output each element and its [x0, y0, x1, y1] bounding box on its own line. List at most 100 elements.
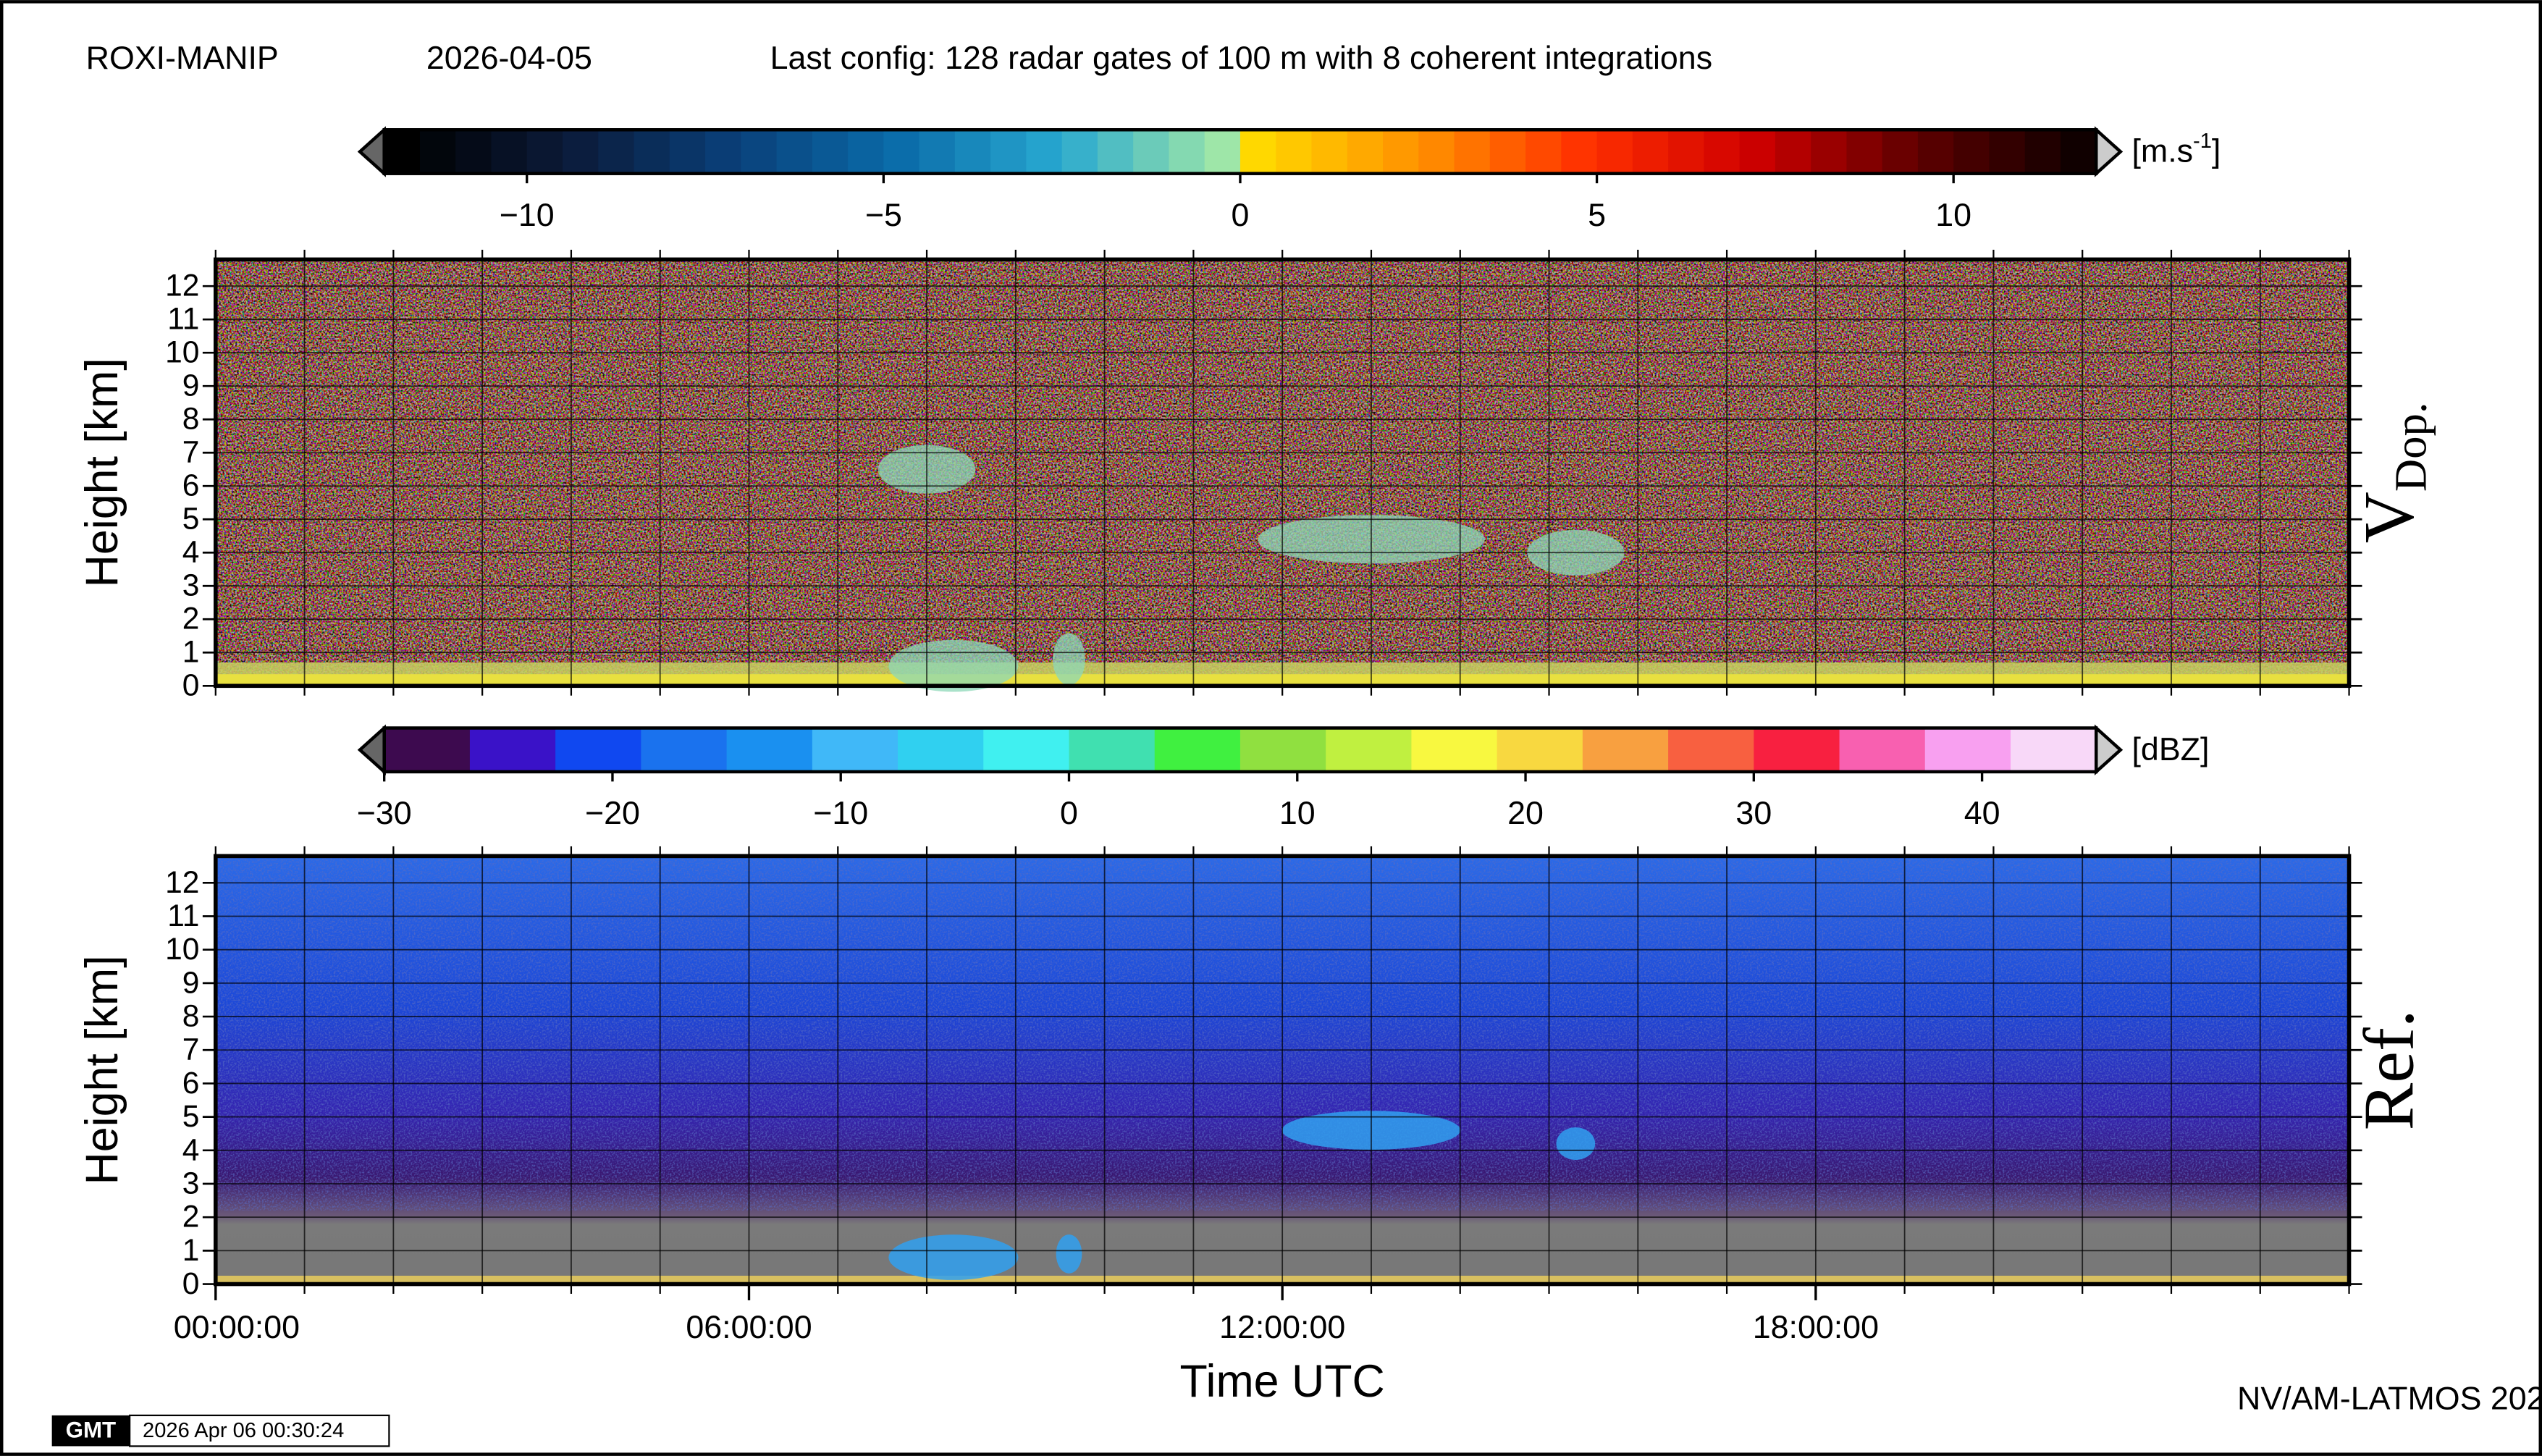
station: ROXI-MANIP	[86, 40, 279, 76]
y-tick-label: 9	[182, 965, 200, 1000]
colorbar-segment	[2060, 130, 2097, 174]
colorbar-segment	[1924, 728, 2011, 772]
y-tick-label: 3	[182, 568, 200, 603]
colorbar-segment	[883, 130, 920, 174]
y-tick-label: 3	[182, 1166, 200, 1200]
colorbar-tick-label: 30	[1735, 795, 1772, 831]
colorbar-tick-label: −10	[813, 795, 868, 831]
colorbar-segment	[2011, 728, 2097, 772]
x-axis-label: Time UTC	[1180, 1356, 1385, 1407]
colorbar-segment	[384, 728, 471, 772]
colorbar-segment	[1240, 130, 1276, 174]
colorbar-segment	[1839, 728, 1926, 772]
colorbar-segment	[634, 130, 670, 174]
cloud-echo	[1053, 633, 1085, 686]
colorbar-segment	[898, 728, 984, 772]
colorbar-segment	[1953, 130, 1990, 174]
colorbar-segment	[1069, 728, 1156, 772]
timestamp-box	[129, 1414, 390, 1447]
colorbar-segment	[812, 130, 849, 174]
colorbar-segment	[705, 130, 741, 174]
y-tick-label: 6	[182, 1066, 200, 1101]
y-tick-label: 5	[182, 1099, 200, 1134]
colorbar-segment	[1154, 728, 1241, 772]
y-tick-label: 8	[182, 999, 200, 1034]
colorbar-segment	[526, 130, 563, 174]
y-tick-label: 1	[182, 1233, 200, 1268]
colorbar-segment	[726, 728, 813, 772]
colorbar-segment	[1169, 130, 1205, 174]
colorbar-segment	[1411, 728, 1498, 772]
colorbar-segment	[1596, 130, 1633, 174]
colorbar-unit-part: [dBZ]	[2131, 731, 2209, 767]
colorbar-arrow-low	[357, 724, 386, 775]
y-tick-label: 6	[182, 468, 200, 503]
cloud-echo	[1056, 1234, 1082, 1274]
y-tick-label: 9	[182, 369, 200, 403]
y-tick-label: 12	[165, 865, 199, 900]
colorbar-segment	[1882, 130, 1919, 174]
colorbar-segment	[562, 130, 599, 174]
colorbar-segment	[1917, 130, 1954, 174]
colorbar-segment	[669, 130, 706, 174]
timestamp: 2026 Apr 06 00:30:24	[143, 1419, 344, 1442]
gmt-logo: GMT	[66, 1418, 117, 1443]
y-tick-label: 8	[182, 402, 200, 437]
colorbar-segment	[1240, 728, 1326, 772]
x-tick-label: 18:00:00	[1753, 1309, 1879, 1345]
y-axis-label: Height [km]	[77, 358, 127, 587]
y-tick-label: 4	[182, 1132, 200, 1167]
colorbar-unit-part: -1	[2193, 130, 2212, 153]
y-tick-label: 7	[182, 435, 200, 470]
colorbar-segment	[776, 130, 813, 174]
colorbar-arrow-high	[2094, 724, 2124, 775]
colorbar-segment	[741, 130, 778, 174]
colorbar-tick-label: 5	[1588, 197, 1606, 233]
colorbar-segment	[598, 130, 635, 174]
side-label-sub: Dop.	[2386, 402, 2436, 492]
colorbar-segment	[455, 130, 492, 174]
x-tick-label: 12:00:00	[1219, 1309, 1345, 1345]
colorbar-segment	[1133, 130, 1170, 174]
colorbar-tick-label: −5	[865, 197, 902, 233]
colorbar-segment	[469, 728, 556, 772]
colorbar-unit: [dBZ]	[2131, 731, 2209, 767]
y-axis-label: Height [km]	[77, 955, 127, 1184]
y-tick-label: 1	[182, 635, 200, 670]
colorbar-segment	[1347, 130, 1384, 174]
colorbar-segment	[1561, 130, 1598, 174]
colorbar-segment	[1097, 130, 1134, 174]
colorbar-segment	[1489, 130, 1526, 174]
colorbar-unit-part: [m.s	[2131, 133, 2193, 169]
y-tick-label: 2	[182, 602, 200, 636]
colorbar-arrow-low	[357, 126, 386, 177]
colorbar-segment	[1276, 130, 1313, 174]
colorbar-segment	[1632, 130, 1669, 174]
colorbar-segment	[1989, 130, 2026, 174]
colorbar-segment	[848, 130, 885, 174]
colorbar-segment	[1311, 130, 1348, 174]
colorbar-tick-label: 10	[1935, 197, 1971, 233]
colorbar-segment	[1418, 130, 1455, 174]
colorbar-segment	[384, 130, 421, 174]
colorbar-segment	[1668, 728, 1754, 772]
colorbar-segment	[954, 130, 991, 174]
colorbar-segment	[1383, 130, 1419, 174]
y-tick-label: 0	[182, 1266, 200, 1301]
cloud-echo	[888, 1234, 1019, 1280]
colorbar-segment	[1811, 130, 1848, 174]
y-tick-label: 12	[165, 269, 199, 303]
colorbar-tick-label: 0	[1060, 795, 1078, 831]
x-tick-label: 00:00:00	[174, 1309, 300, 1345]
side-label: VDop.	[2349, 402, 2436, 543]
colorbar-tick-label: 20	[1507, 795, 1544, 831]
colorbar-segment	[555, 728, 642, 772]
colorbar-tick-label: −10	[500, 197, 555, 233]
y-tick-label: 0	[182, 668, 200, 703]
colorbar-segment	[419, 130, 456, 174]
y-tick-label: 10	[165, 932, 199, 967]
y-tick-label: 2	[182, 1200, 200, 1234]
side-label-main: V	[2349, 492, 2428, 543]
y-tick-label: 10	[165, 335, 199, 370]
